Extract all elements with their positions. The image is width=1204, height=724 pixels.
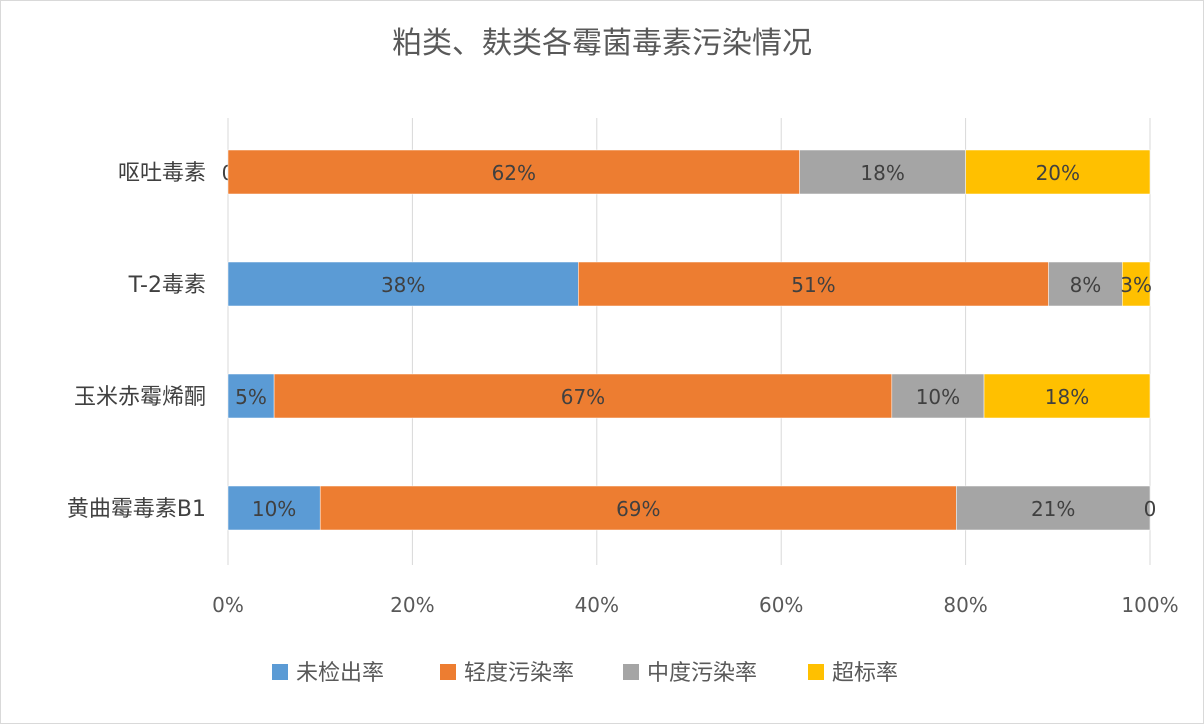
bar-segment <box>227 261 579 307</box>
x-tick-label: 20% <box>390 593 434 617</box>
data-label: 10% <box>916 385 960 409</box>
legend-swatch <box>272 664 288 680</box>
bar-segment <box>956 485 1151 531</box>
bar-segment <box>273 373 893 419</box>
data-label: 20% <box>1036 161 1080 185</box>
data-label: 5% <box>235 385 267 409</box>
category-label: 黄曲霉毒素B1 <box>67 497 206 522</box>
category-label: 呕吐毒素 <box>118 161 206 186</box>
x-tick-label: 80% <box>943 593 987 617</box>
legend-swatch <box>440 664 456 680</box>
data-label: 10% <box>252 497 296 521</box>
data-label: 3% <box>1120 273 1152 297</box>
legend-swatch <box>623 664 639 680</box>
bar-segment <box>319 485 957 531</box>
legend-label: 轻度污染率 <box>464 661 574 686</box>
bar-segment <box>227 149 800 195</box>
bar-segment <box>227 373 275 419</box>
data-label: 67% <box>561 385 605 409</box>
data-label: 69% <box>616 497 660 521</box>
bar-segment <box>1048 261 1123 307</box>
data-label: 21% <box>1031 497 1075 521</box>
bar-segment <box>891 373 985 419</box>
bar-segment <box>983 373 1151 419</box>
category-label: 玉米赤霉烯酮 <box>74 385 206 410</box>
category-label: T-2毒素 <box>128 273 206 298</box>
data-label: 18% <box>1045 385 1089 409</box>
bar-segment <box>578 261 1049 307</box>
bar-segment <box>965 149 1151 195</box>
data-label: 18% <box>860 161 904 185</box>
legend-swatch <box>808 664 824 680</box>
x-tick-label: 40% <box>575 593 619 617</box>
x-tick-label: 100% <box>1121 593 1178 617</box>
legend-label: 未检出率 <box>296 661 384 686</box>
data-label: 38% <box>381 273 425 297</box>
data-label: 51% <box>791 273 835 297</box>
x-tick-label: 0% <box>212 593 244 617</box>
legend-label: 超标率 <box>832 661 898 686</box>
chart-title: 粕类、麸类各霉菌毒素污染情况 <box>392 26 812 61</box>
bar-segment <box>227 485 321 531</box>
legend-label: 中度污染率 <box>647 661 757 686</box>
data-label: 0 <box>1144 497 1157 521</box>
data-label: 62% <box>492 161 536 185</box>
bar-segment <box>1122 261 1151 307</box>
data-label: 8% <box>1070 273 1102 297</box>
x-tick-label: 60% <box>759 593 803 617</box>
